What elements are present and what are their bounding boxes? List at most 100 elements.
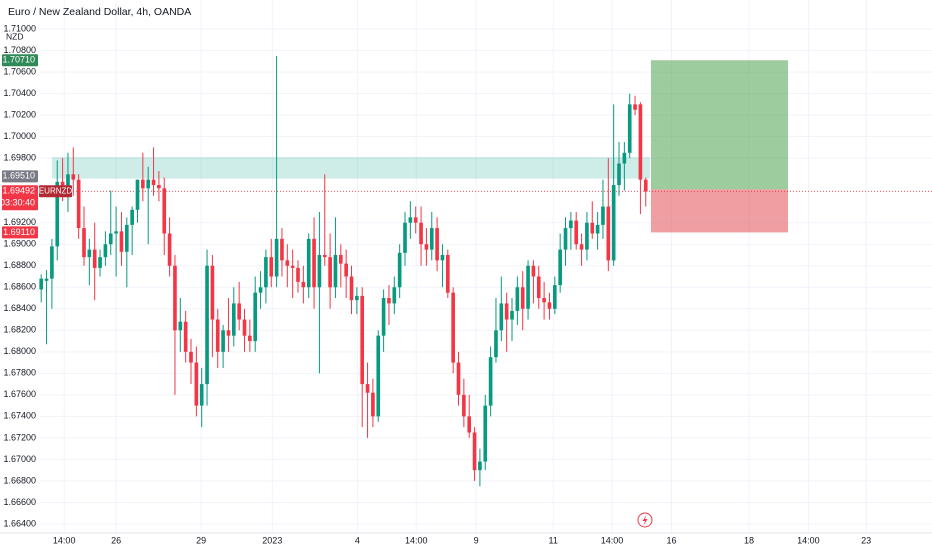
- candle-body: [413, 217, 418, 223]
- y-tick-label: 1.67800: [3, 368, 36, 378]
- y-tick-label: 1.70400: [3, 88, 36, 98]
- candle-body: [558, 249, 562, 286]
- candle-body: [499, 303, 504, 331]
- candle-body: [183, 321, 188, 352]
- candle-body: [617, 163, 621, 186]
- candle-body: [601, 206, 605, 225]
- candle-body: [526, 265, 530, 309]
- candle-body: [189, 351, 193, 363]
- candle-body: [563, 228, 568, 250]
- candle-body: [622, 152, 627, 164]
- candle-body: [210, 265, 215, 320]
- y-tick-label: 1.69200: [3, 217, 36, 227]
- candle-body: [536, 276, 541, 299]
- x-tick-label: 18: [744, 535, 754, 545]
- y-tick-label: 1.69000: [3, 239, 36, 249]
- candle-body: [606, 206, 611, 261]
- candle-body: [173, 265, 177, 331]
- candle-body: [167, 233, 172, 266]
- candle-body: [92, 249, 97, 268]
- currency-label: NZD: [6, 31, 23, 41]
- y-tick-label: 1.68800: [3, 260, 36, 270]
- candle-body: [205, 265, 209, 385]
- candle-body: [312, 238, 316, 288]
- candle-body: [365, 384, 370, 393]
- y-tick-label: 1.66600: [3, 497, 36, 507]
- candle-body: [317, 254, 322, 288]
- candle-body: [579, 244, 584, 250]
- candle-body: [306, 238, 311, 288]
- stop-label-box: [2, 226, 38, 239]
- candle-body: [435, 228, 439, 261]
- candle-body: [55, 181, 60, 247]
- candle-body: [633, 104, 637, 110]
- candle-body: [403, 222, 407, 253]
- candle-body: [199, 384, 204, 406]
- candle-body: [226, 330, 231, 336]
- y-tick-label: 1.69800: [3, 153, 36, 163]
- candle-body: [488, 357, 493, 406]
- candle-body: [510, 310, 514, 320]
- candle-body: [253, 292, 258, 342]
- candle-body: [643, 179, 648, 192]
- symbol-label: EURNZD: [39, 186, 73, 195]
- candle-body: [157, 185, 161, 189]
- candle-body: [429, 228, 434, 250]
- y-tick-label: 1.66400: [3, 518, 36, 528]
- candle-body: [360, 295, 365, 385]
- x-tick-label: 23: [861, 535, 871, 545]
- y-tick-label: 1.68200: [3, 325, 36, 335]
- y-tick-label: 1.70000: [3, 131, 36, 141]
- candle-body: [301, 281, 306, 288]
- candle-body: [595, 224, 600, 234]
- candle-body: [82, 228, 86, 258]
- candle-body: [237, 303, 241, 320]
- candle-body: [296, 267, 300, 282]
- target-label-box: [2, 54, 38, 67]
- candle-body: [338, 254, 343, 264]
- candle-body: [87, 249, 92, 258]
- candles: [39, 55, 648, 487]
- x-tick-label: 14:00: [797, 535, 820, 545]
- candle-body: [124, 224, 129, 252]
- candle-body: [349, 276, 354, 301]
- candle-body: [98, 257, 102, 268]
- candle-body: [39, 278, 44, 290]
- candle-body: [515, 287, 520, 311]
- candle-body: [467, 416, 472, 433]
- candle-body: [344, 263, 348, 277]
- y-tick-label: 1.70200: [3, 109, 36, 119]
- candle-body: [387, 298, 391, 304]
- x-tick-label: 14:00: [601, 535, 624, 545]
- candle-body: [151, 179, 156, 186]
- x-tick-label: 9: [474, 535, 479, 545]
- candle-body: [478, 461, 482, 471]
- candle-body: [280, 238, 284, 261]
- last-price-box: [2, 185, 38, 211]
- candle-body: [392, 287, 397, 304]
- candle-body: [231, 303, 236, 336]
- y-tick-label: 1.67000: [3, 454, 36, 464]
- candle-body: [264, 257, 268, 288]
- y-tick-label: 1.67600: [3, 389, 36, 399]
- alert-icon[interactable]: [637, 512, 653, 528]
- candle-body: [322, 254, 327, 258]
- candle-body: [50, 246, 54, 279]
- candle-body: [274, 238, 279, 277]
- candle-body: [108, 233, 113, 245]
- loss-zone: [651, 189, 788, 233]
- candle-body: [627, 104, 632, 153]
- x-tick-label: 14:00: [53, 535, 76, 545]
- candle-body: [376, 335, 381, 417]
- y-tick-label: 1.70800: [3, 45, 36, 55]
- profit-zone: [651, 60, 788, 190]
- candle-body: [66, 174, 70, 191]
- candle-body: [269, 257, 274, 277]
- candle-body: [590, 222, 595, 234]
- y-tick-label: 1.70600: [3, 66, 36, 76]
- y-tick-label: 1.68600: [3, 282, 36, 292]
- candle-body: [290, 265, 295, 268]
- candle-body: [135, 179, 140, 210]
